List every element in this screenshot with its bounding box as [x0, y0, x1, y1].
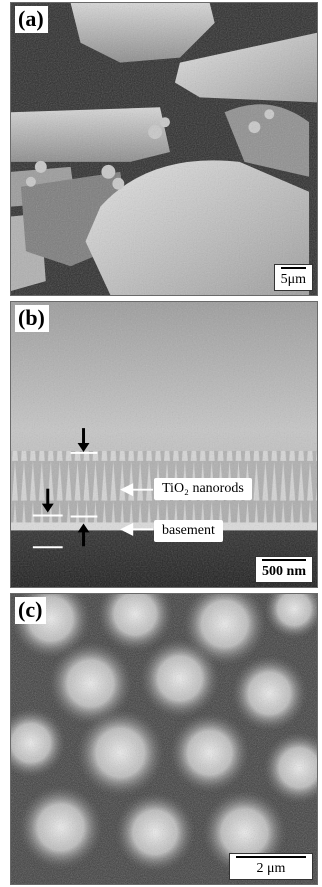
- panel-a: (a) 5μm: [10, 2, 318, 296]
- scale-bar: 2 μm: [229, 853, 313, 880]
- scale-bar-line: [236, 856, 306, 858]
- scale-bar: 500 nm: [255, 556, 313, 583]
- annotation-nanorods: TiO₂ nanorods: [154, 478, 252, 500]
- scale-bar-label: 500 nm: [262, 564, 306, 579]
- scale-bar-label: 2 μm: [256, 861, 286, 876]
- sem-image-b: [11, 302, 317, 587]
- sem-image-a: [11, 3, 317, 295]
- arrow-icon: [41, 428, 90, 547]
- scale-bar: 5μm: [273, 264, 313, 291]
- scale-bar-label: 5μm: [280, 272, 306, 287]
- scale-bar-line: [280, 267, 306, 269]
- scale-bar-line: [262, 559, 306, 561]
- panel-label: (c): [15, 597, 47, 624]
- panel-label: (a): [15, 6, 48, 33]
- marker-lines: [32, 451, 98, 549]
- panel-b: (b) TiO₂ nanorods basement 500 nm: [10, 301, 318, 588]
- panel-label: (b): [15, 305, 49, 332]
- panel-c: (c) 2 μm: [10, 593, 318, 885]
- annotation-basement: basement: [154, 520, 223, 542]
- arrow-icon: [120, 483, 154, 536]
- sem-image-c: [11, 594, 317, 884]
